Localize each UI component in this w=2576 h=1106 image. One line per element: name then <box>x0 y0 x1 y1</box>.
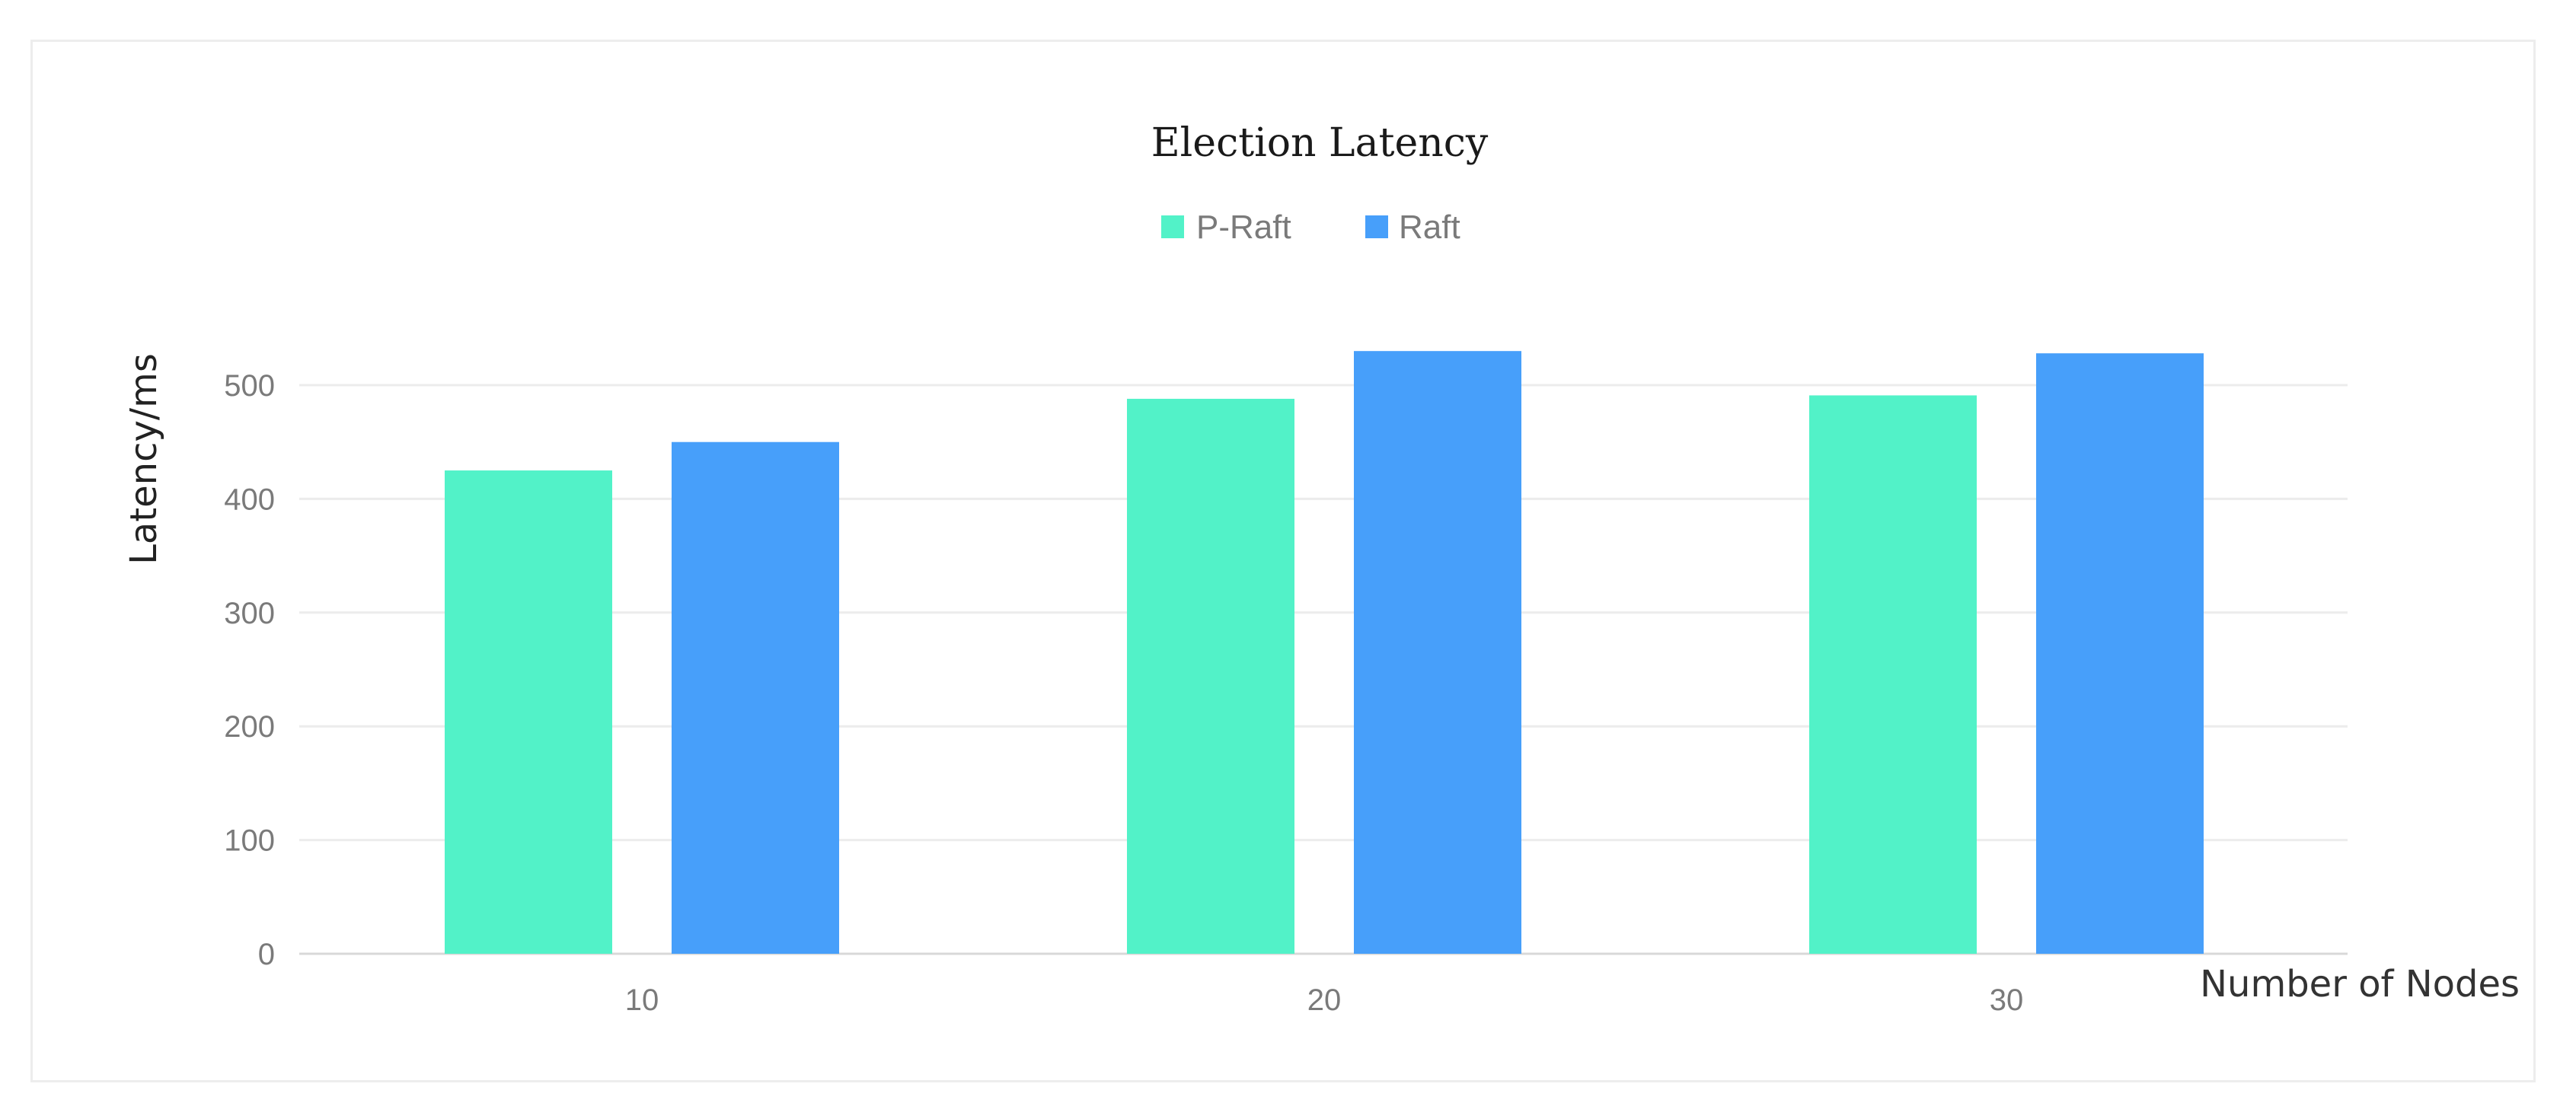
bar-p-raft-20 <box>1127 398 1294 954</box>
y-tick-label: 200 <box>224 710 275 744</box>
bar-raft-20 <box>1354 351 1521 954</box>
y-tick-label: 400 <box>224 483 275 516</box>
x-tick-label: 10 <box>625 983 659 1017</box>
bar-p-raft-30 <box>1809 395 1977 954</box>
y-tick-label: 300 <box>224 597 275 630</box>
bar-raft-30 <box>2036 353 2204 955</box>
y-tick-label: 500 <box>224 369 275 403</box>
chart-title: Election Latency <box>1151 120 1489 166</box>
x-tick-labels: 10 20 30 <box>625 983 2024 1017</box>
y-tick-label: 100 <box>224 824 275 858</box>
legend-label-raft: Raft <box>1399 209 1460 246</box>
chart-svg: Election Latency P-Raft Raft 0 100 200 300 4… <box>123 120 2520 1017</box>
bar-p-raft-10 <box>445 470 612 954</box>
x-tick-label: 30 <box>1990 983 2024 1017</box>
legend-swatch-p-raft <box>1161 215 1184 238</box>
chart-frame: Election Latency P-Raft Raft 0 100 200 300 4… <box>30 40 2536 1082</box>
legend-label-p-raft: P-Raft <box>1196 209 1291 246</box>
y-axis-title: Latency/ms <box>123 353 165 565</box>
x-axis-title: Number of Nodes <box>2200 963 2520 1006</box>
bars <box>445 351 2204 955</box>
x-tick-label: 20 <box>1307 983 1342 1017</box>
y-tick-label: 0 <box>258 938 275 971</box>
legend: P-Raft Raft <box>1161 209 1460 246</box>
legend-swatch-raft <box>1365 215 1388 238</box>
bar-raft-10 <box>672 441 839 954</box>
gridlines <box>299 384 2348 955</box>
y-tick-labels: 0 100 200 300 400 500 <box>224 369 275 971</box>
